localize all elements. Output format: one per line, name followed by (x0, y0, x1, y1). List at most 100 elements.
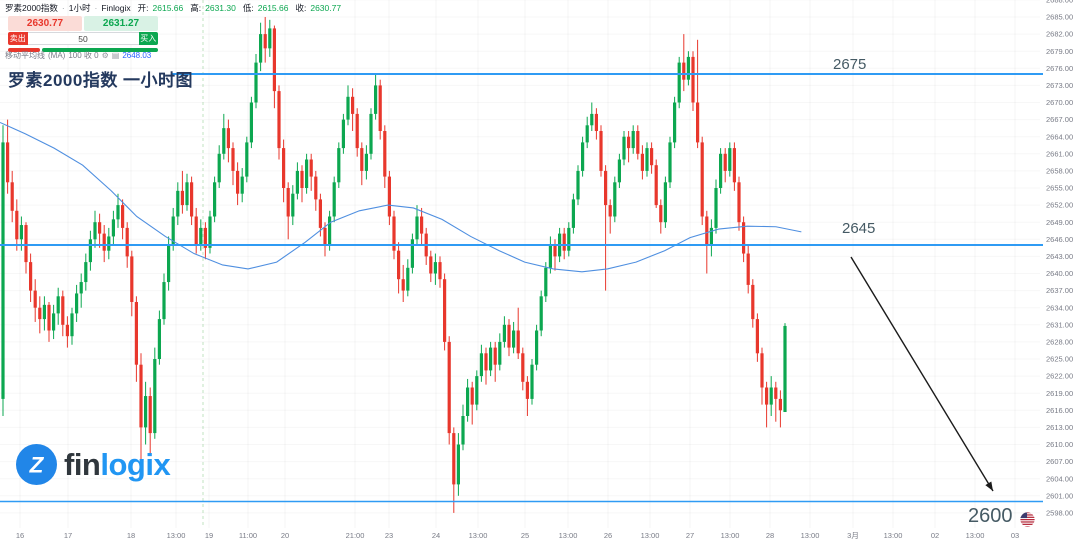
candle (259, 22, 263, 72)
y-axis-tick: 2610.00 (1046, 440, 1073, 449)
candle (461, 404, 465, 451)
candle-body (79, 282, 83, 294)
candle (470, 381, 474, 425)
x-axis-tick: 28 (766, 531, 774, 540)
y-axis-tick: 2616.00 (1046, 406, 1073, 415)
candle (56, 287, 60, 325)
candle-body (631, 131, 635, 149)
candle-body (346, 96, 350, 120)
candle-body (691, 56, 695, 103)
candle (751, 279, 755, 328)
candle (190, 176, 194, 226)
candle (144, 381, 148, 445)
sell-button[interactable]: 卖出 (8, 32, 28, 45)
candle (38, 296, 42, 334)
candle-body (337, 148, 341, 183)
candle (562, 227, 566, 260)
candle (33, 279, 37, 322)
y-axis-tick: 2667.00 (1046, 115, 1073, 124)
candle (383, 125, 387, 188)
candle-body (282, 148, 286, 188)
y-axis-tick: 2685.00 (1046, 13, 1073, 22)
x-axis-tick: 13:00 (801, 531, 820, 540)
candle-body (686, 56, 690, 80)
buy-button[interactable]: 买入 (138, 32, 158, 45)
interval-label: 1小时 (68, 3, 91, 13)
candle-body (755, 319, 759, 354)
settings-gear-icon[interactable]: ⚙ (101, 51, 109, 60)
candle (516, 307, 520, 359)
candle (213, 176, 217, 223)
indicator-legend[interactable]: 移动平均线 (MA) 100 收 0 ⚙ ▤ 2648.03 (5, 50, 151, 61)
candle (79, 273, 83, 308)
candle (535, 324, 539, 371)
candle-body (236, 170, 240, 194)
candle-body (479, 353, 483, 377)
candle (627, 131, 631, 163)
candle (47, 302, 51, 342)
support-level-label-2645[interactable]: 2645 (842, 220, 876, 237)
candle-body (309, 159, 313, 177)
sell-price-button[interactable]: 2630.77 (8, 16, 82, 31)
candle-body (714, 188, 718, 228)
target-level-label-2600[interactable]: 2600 (968, 505, 1013, 527)
candle-body (723, 153, 727, 171)
candle-body (466, 387, 470, 416)
candle (571, 193, 575, 234)
quantity-input[interactable] (27, 32, 139, 45)
candle-body (203, 227, 207, 248)
candle (466, 378, 470, 422)
candle (452, 427, 456, 513)
y-axis-tick: 2643.00 (1046, 252, 1073, 261)
candle (318, 193, 322, 237)
us-flag-icon (1020, 512, 1035, 527)
y-axis-tick: 2625.00 (1046, 355, 1073, 364)
candle (1, 125, 5, 416)
candle-body (489, 347, 493, 371)
open-label: 开: (137, 3, 149, 13)
y-axis-tick: 2673.00 (1046, 81, 1073, 90)
candle (700, 136, 704, 226)
y-axis-tick: 2661.00 (1046, 149, 1073, 158)
candle (52, 304, 56, 340)
candle-body (732, 148, 736, 183)
candle-body (38, 307, 42, 320)
candle-body (351, 96, 355, 114)
candle-body (746, 253, 750, 285)
candle-body (719, 153, 723, 188)
candle (429, 250, 433, 283)
candle (157, 310, 161, 365)
candle-body (673, 102, 677, 143)
buy-price-button[interactable]: 2631.27 (84, 16, 158, 31)
candle (769, 376, 773, 416)
trade-widget: 2630.77 2631.27 卖出 买入 (8, 16, 158, 52)
low-label: 低: (242, 3, 254, 13)
indicator-panel-icon[interactable]: ▤ (111, 51, 120, 60)
candle (594, 108, 598, 140)
trend-arrow-line[interactable] (850, 256, 994, 492)
candle-body (10, 182, 14, 211)
symbol-info-bar[interactable]: 罗素2000指数 · 1小时 · Finlogix 开: 2615.66 高: … (5, 2, 341, 14)
candle (387, 170, 391, 226)
y-axis-tick: 2658.00 (1046, 167, 1073, 176)
candle-body (659, 205, 663, 223)
resistance-level-label-2675[interactable]: 2675 (833, 56, 867, 73)
candle (585, 116, 589, 149)
y-axis-tick: 2655.00 (1046, 184, 1073, 193)
candle-body (410, 239, 414, 268)
y-axis-tick: 2598.00 (1046, 509, 1073, 518)
logo-glyph: Z (29, 452, 45, 477)
candle-body (190, 182, 194, 217)
candle (581, 136, 585, 177)
candle (668, 136, 672, 188)
y-axis-tick: 2646.00 (1046, 235, 1073, 244)
candle (746, 245, 750, 294)
buy-gauge-bar (42, 48, 158, 52)
candle (88, 230, 92, 271)
candle (98, 213, 102, 248)
candle-body (355, 113, 359, 149)
y-axis-tick: 2652.00 (1046, 201, 1073, 210)
y-axis-tick: 2619.00 (1046, 389, 1073, 398)
x-axis-tick: 02 (931, 531, 939, 540)
